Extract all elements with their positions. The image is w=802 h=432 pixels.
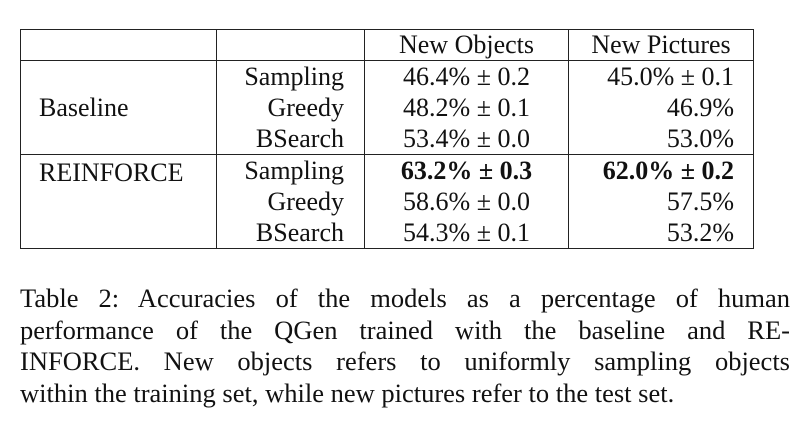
caption-line: performance of the QGen trained with the… — [20, 314, 790, 345]
new-pictures-cell: 62.0% ± 0.2 57.5% 53.2% — [568, 154, 754, 249]
header-empty-cell — [20, 29, 217, 61]
header-empty-cell — [216, 29, 365, 61]
caption-line: within the training set, while new pictu… — [20, 377, 675, 408]
new-pictures-cell: 45.0% ± 0.1 46.9% 53.0% — [568, 60, 754, 155]
header-new-pictures: New Pictures — [568, 29, 754, 61]
results-table: New Objects New Pictures Baseline Sampli… — [20, 29, 754, 249]
value-cell: 46.4% ± 0.2 — [403, 62, 530, 91]
best-value-cell: 63.2% ± 0.3 — [400, 156, 533, 185]
table-caption: Table 2: Accuracies of the models as a p… — [20, 283, 790, 409]
table-row: Baseline Sampling Greedy BSearch 46.4% ±… — [20, 60, 754, 155]
value-cell: 45.0% ± 0.1 — [607, 62, 734, 91]
decoder-label: Sampling — [244, 156, 344, 185]
value-cell: 53.2% — [666, 218, 734, 247]
caption-line: Table 2: Accuracies of the models as a p… — [20, 283, 790, 313]
value-cell: 46.9% — [666, 93, 734, 122]
best-value-cell: 62.0% ± 0.2 — [602, 156, 734, 185]
value-cell: 54.3% ± 0.1 — [403, 218, 530, 247]
decoder-cell: Sampling Greedy BSearch — [216, 60, 365, 155]
group-label-baseline: Baseline — [20, 60, 217, 155]
decoder-label: Sampling — [244, 62, 344, 91]
value-cell: 53.4% ± 0.0 — [403, 124, 530, 153]
new-objects-cell: 63.2% ± 0.3 58.6% ± 0.0 54.3% ± 0.1 — [364, 154, 569, 249]
value-cell: 53.0% — [666, 124, 734, 153]
group-label-reinforce: REINFORCE — [20, 154, 217, 249]
new-objects-cell: 46.4% ± 0.2 48.2% ± 0.1 53.4% ± 0.0 — [364, 60, 569, 155]
decoder-label: Greedy — [267, 187, 344, 216]
header-new-objects: New Objects — [364, 29, 569, 61]
decoder-label: BSearch — [255, 124, 344, 153]
decoder-label: Greedy — [267, 93, 344, 122]
value-cell: 58.6% ± 0.0 — [403, 187, 530, 216]
decoder-label: BSearch — [255, 218, 344, 247]
value-cell: 48.2% ± 0.1 — [403, 93, 530, 122]
value-cell: 57.5% — [666, 187, 734, 216]
decoder-cell: Sampling Greedy BSearch — [216, 154, 365, 249]
table-row: REINFORCE Sampling Greedy BSearch 63.2% … — [20, 154, 754, 249]
table-header-row: New Objects New Pictures — [20, 29, 754, 61]
caption-line: INFORCE. New objects refers to uniformly… — [20, 346, 790, 376]
